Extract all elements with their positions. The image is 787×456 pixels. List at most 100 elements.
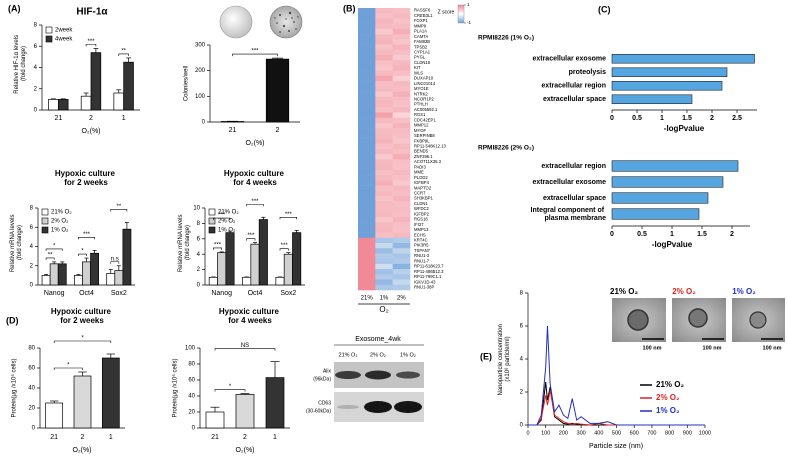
heatmap-cell (392, 159, 411, 165)
x-axis-label: -logPvalue (664, 124, 705, 133)
bar (250, 243, 260, 286)
column-label: 2% (397, 296, 406, 302)
heatmap-cell (375, 164, 393, 171)
scale-label: 100 nm (643, 345, 662, 351)
blot-title: Exosome_4wk (355, 336, 401, 343)
heatmap-cell (392, 28, 411, 35)
gene-label: PADI3 (414, 164, 426, 169)
heatmap-cell (358, 216, 376, 223)
bar (80, 95, 92, 111)
gene-label: DUXAP10 (414, 76, 434, 81)
significance-label: *** (247, 233, 255, 239)
heatmap-cell (375, 274, 393, 280)
bar (41, 275, 51, 286)
significance-label: *** (281, 243, 289, 249)
lane-label: 2% O₂ (370, 352, 386, 358)
x-tick-label: Oct4 (248, 290, 263, 297)
heatmap-cell (392, 248, 411, 254)
legend-label: 2% O₂ (656, 393, 680, 402)
heatmap-cell (358, 128, 376, 134)
gene-label: CLDN1 (414, 201, 428, 206)
heatmap-cell (375, 279, 393, 286)
y-tick-label: 4 (34, 65, 38, 71)
y-tick-label: 20 (28, 406, 35, 412)
y-axis-label: Relative mRNA levels (fold change) (10, 213, 23, 272)
heatmap-cell (375, 248, 393, 254)
significance-bracket (110, 261, 120, 264)
heatmap-cell (392, 60, 411, 66)
chart-title: HIF-1α (76, 7, 108, 18)
heatmap-cell (375, 232, 393, 239)
heatmap-cell (358, 75, 376, 82)
heatmap-cell (392, 55, 411, 61)
panel-label: (B) (343, 3, 356, 13)
heatmap-cell (375, 206, 393, 212)
significance-bracket (279, 217, 297, 220)
heatmap-cell (392, 128, 411, 134)
heatmap-cell (358, 185, 376, 192)
plate-image (219, 5, 253, 39)
bar (611, 192, 709, 204)
y-tick-label: extracellular exosome (532, 56, 606, 63)
gene-label: PLOD2 (414, 175, 428, 180)
text-line: (fold change) (184, 225, 190, 260)
y-tick-label: 0 (30, 283, 34, 289)
gene-label: RNU1-38P (414, 284, 434, 289)
heatmap-cell (375, 102, 393, 108)
heatmap-cell (392, 75, 411, 82)
heatmap-cell (392, 164, 411, 171)
y-tick-label: 8 (520, 291, 524, 297)
x-tick-label: 1 (109, 434, 113, 441)
gene-label: MMP13 (414, 227, 429, 232)
heatmap-cell (392, 211, 411, 218)
y-tick-label: 0 (197, 283, 201, 289)
text-line: Relative mRNA levels (178, 213, 184, 272)
heatmap-cell (358, 180, 376, 186)
heatmap-cell (392, 201, 411, 207)
gene-label: LINC01014 (414, 81, 436, 86)
heatmap-cell (375, 138, 393, 145)
heatmap-cell (375, 269, 393, 275)
text-line: (fold change) (20, 46, 26, 81)
x-tick-label: 2 (710, 115, 714, 122)
heatmap-cell (358, 60, 376, 66)
gene-label: SH3KBP1 (414, 196, 434, 201)
gene-label: RP11-618K23.7 (414, 264, 444, 269)
significance-label: * (67, 363, 70, 369)
x-tick-label: 100 (541, 430, 550, 436)
heatmap-cell (375, 86, 393, 92)
heatmap-cell (358, 133, 376, 139)
heatmap-cell (375, 175, 393, 181)
heatmap-cell (392, 227, 411, 233)
column-label: 1% (380, 296, 389, 302)
significance-label: *** (214, 242, 222, 248)
legend-label: 21% O₂ (656, 380, 684, 389)
heatmap-cell (392, 23, 411, 30)
heatmap-cell (358, 274, 376, 280)
gene-label: CAMTA (414, 34, 429, 39)
x-tick-label: 600 (630, 430, 639, 436)
bar (123, 61, 134, 111)
heatmap-cell (358, 169, 376, 176)
text-line: Hypoxic culture (55, 169, 117, 178)
significance-label: ** (48, 252, 53, 258)
bar (217, 252, 227, 286)
y-tick-label: 20 (188, 410, 195, 416)
y-tick-label: 6 (197, 236, 201, 242)
heatmap-cell (392, 185, 411, 192)
x-tick-label: Oct4 (79, 290, 94, 297)
heatmap-cell (392, 190, 411, 197)
heatmap-cell (358, 28, 376, 35)
gene-label: MMP9 (414, 23, 427, 28)
bar (82, 261, 91, 286)
heatmap-cell (392, 138, 411, 145)
significance-label: *** (87, 39, 95, 45)
x-tick-label: 1 (660, 115, 664, 122)
blot-row-size: (96kDa) (313, 376, 331, 382)
gene-label: NCOR1P2 (414, 96, 434, 101)
heatmap-cell (375, 180, 393, 186)
significance-bracket (85, 44, 97, 47)
significance-bracket (118, 53, 129, 56)
x-axis-label: O₂(%) (235, 447, 254, 454)
heatmap-cell (375, 196, 393, 202)
